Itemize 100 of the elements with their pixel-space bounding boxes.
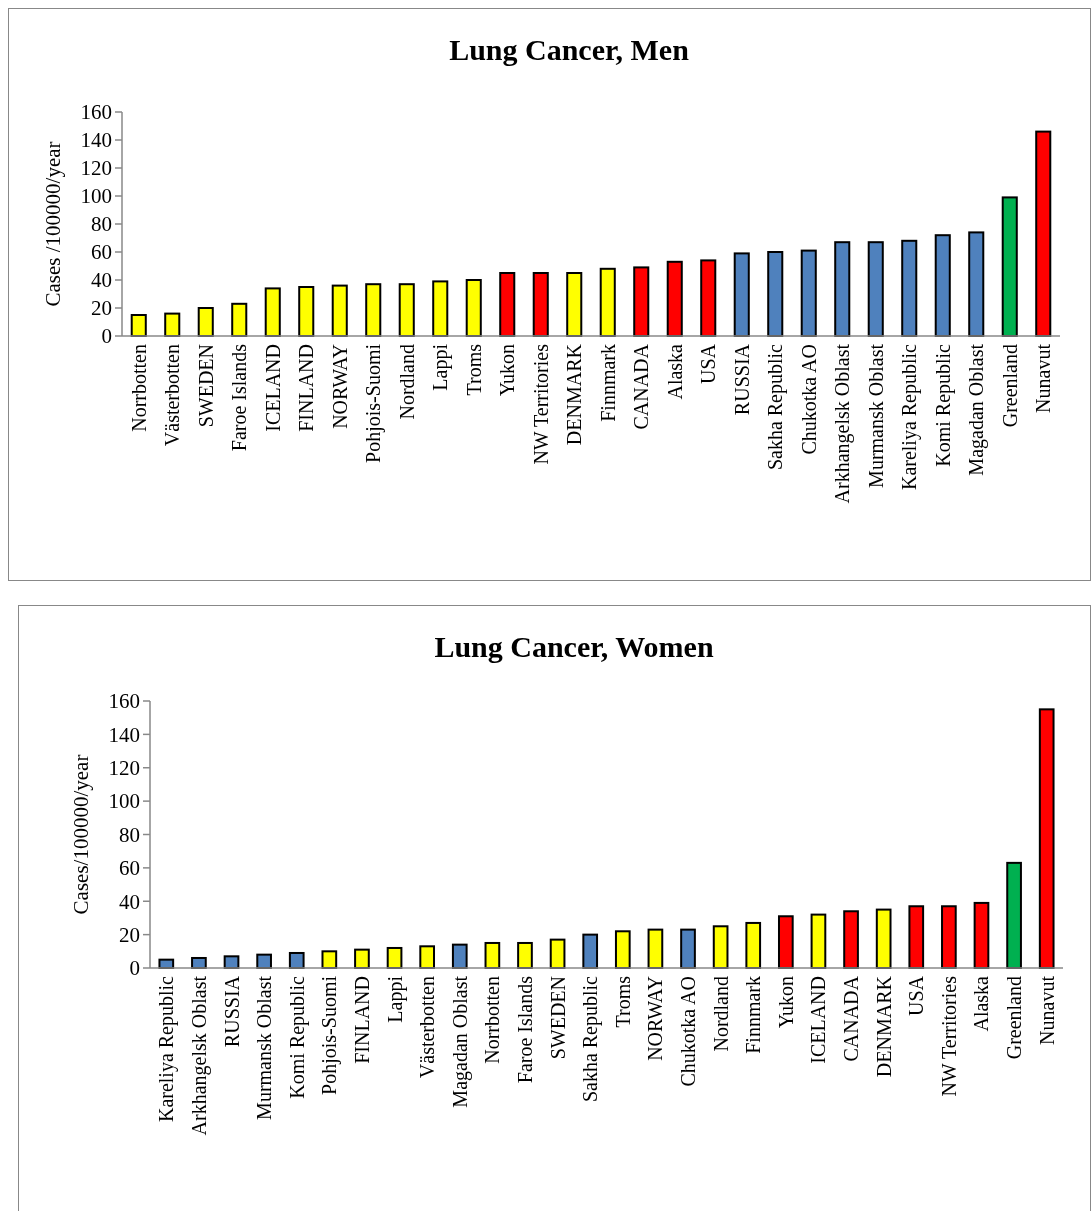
x-tick-label: Chukotka AO bbox=[677, 976, 700, 1087]
y-tick-label: 40 bbox=[91, 268, 112, 293]
bar bbox=[231, 302, 248, 337]
x-tick-label: RUSSIA bbox=[730, 343, 753, 416]
bar bbox=[941, 905, 957, 969]
x-tick-label: Norrbotten bbox=[127, 344, 150, 432]
x-tick-label: DENMARK bbox=[563, 343, 586, 446]
bar bbox=[432, 280, 449, 337]
bar bbox=[875, 908, 892, 969]
bar bbox=[532, 272, 549, 337]
y-tick-label: 20 bbox=[119, 922, 140, 947]
x-tick-label: Nunavut bbox=[1035, 975, 1058, 1045]
bar bbox=[633, 266, 650, 337]
bar bbox=[264, 287, 281, 337]
x-tick-label: Troms bbox=[611, 975, 634, 1028]
bar bbox=[1006, 861, 1022, 969]
y-tick-label: 40 bbox=[119, 889, 140, 914]
bar bbox=[666, 260, 683, 337]
x-tick-label: Yukon bbox=[496, 344, 519, 397]
y-tick-label: 100 bbox=[108, 789, 140, 814]
y-axis-title: Cases /100000/year bbox=[41, 141, 65, 307]
bar bbox=[745, 921, 762, 969]
bar bbox=[566, 272, 583, 337]
bar bbox=[680, 928, 696, 969]
x-tick-label: Greenland bbox=[1003, 976, 1026, 1060]
x-tick-label: FINLAND bbox=[295, 344, 318, 432]
x-tick-label: USA bbox=[905, 975, 928, 1017]
x-tick-label: Magadan Oblast bbox=[448, 975, 472, 1108]
bar bbox=[288, 951, 305, 969]
x-tick-label: Faroe Islands bbox=[513, 975, 536, 1084]
x-tick-label: Troms bbox=[462, 343, 485, 396]
bar bbox=[365, 283, 382, 337]
y-tick-label: 60 bbox=[91, 240, 112, 265]
x-tick-label: Arkhangelsk Oblast bbox=[187, 975, 211, 1136]
x-tick-label: DENMARK bbox=[872, 975, 895, 1078]
x-tick-label: Lappi bbox=[429, 343, 453, 391]
x-tick-label: SWEDEN bbox=[194, 344, 217, 428]
x-tick-label: Komi Republic bbox=[285, 975, 309, 1099]
x-tick-label: Norrbotten bbox=[481, 976, 504, 1064]
bar bbox=[1035, 130, 1052, 337]
bar bbox=[834, 241, 851, 337]
bar bbox=[973, 901, 990, 969]
x-tick-label: CANADA bbox=[630, 343, 653, 430]
x-tick-label: Faroe Islands bbox=[228, 343, 251, 452]
bar bbox=[700, 259, 717, 337]
bar bbox=[867, 241, 884, 337]
x-tick-label: Murmansk Oblast bbox=[864, 343, 887, 488]
x-tick-label: NW Territories bbox=[529, 343, 552, 465]
bar bbox=[451, 943, 468, 969]
bar bbox=[354, 948, 370, 969]
bar bbox=[599, 267, 616, 337]
bar bbox=[164, 312, 181, 337]
y-tick-label: 60 bbox=[119, 856, 140, 881]
x-tick-label: Kareliya Republic bbox=[898, 343, 922, 491]
x-tick-label: Finnmark bbox=[742, 976, 765, 1054]
x-tick-label: Alaska bbox=[970, 975, 993, 1032]
y-tick-label: 160 bbox=[80, 100, 112, 125]
bar bbox=[810, 913, 827, 969]
x-tick-label: Yukon bbox=[774, 976, 797, 1029]
y-tick-label: 140 bbox=[80, 128, 112, 153]
x-tick-label: Nunavut bbox=[1032, 343, 1055, 413]
y-tick-label: 100 bbox=[80, 184, 112, 209]
chart-title: Lung Cancer, Women bbox=[434, 630, 714, 663]
y-tick-label: 140 bbox=[108, 722, 140, 747]
x-tick-label: Murmansk Oblast bbox=[253, 975, 276, 1120]
x-tick-label: Nordland bbox=[395, 344, 418, 420]
x-tick-label: FINLAND bbox=[350, 976, 373, 1064]
x-tick-label: Arkhangelsk Oblast bbox=[831, 343, 855, 504]
x-tick-label: Greenland bbox=[998, 344, 1021, 428]
x-tick-label: Magadan Oblast bbox=[965, 343, 989, 476]
x-tick-label: Chukotka AO bbox=[797, 344, 820, 455]
bar bbox=[398, 283, 415, 337]
bar bbox=[130, 314, 147, 337]
x-tick-label: Sakha Republic bbox=[579, 975, 603, 1103]
bar bbox=[901, 239, 918, 337]
bar bbox=[419, 945, 436, 969]
bar bbox=[321, 950, 338, 969]
x-tick-label: ICELAND bbox=[261, 344, 284, 432]
bar bbox=[800, 249, 817, 337]
bar bbox=[934, 234, 951, 337]
bar bbox=[968, 231, 985, 337]
x-tick-label: Sakha Republic bbox=[764, 343, 788, 471]
bar bbox=[517, 941, 533, 969]
x-tick-label: CANADA bbox=[840, 975, 863, 1062]
x-tick-label: Pohjois-Suomi bbox=[362, 343, 386, 463]
bar bbox=[582, 933, 599, 969]
x-tick-label: ICELAND bbox=[807, 976, 830, 1064]
x-tick-label: Nordland bbox=[709, 976, 732, 1052]
chart-title: Lung Cancer, Men bbox=[449, 33, 690, 66]
bar bbox=[647, 928, 664, 969]
x-tick-label: Kareliya Republic bbox=[155, 975, 179, 1123]
x-tick-label: Finnmark bbox=[596, 344, 619, 422]
x-tick-label: NORWAY bbox=[328, 344, 351, 429]
bar bbox=[777, 915, 794, 969]
x-tick-label: USA bbox=[697, 343, 720, 385]
y-tick-label: 80 bbox=[119, 822, 140, 847]
x-tick-label: Komi Republic bbox=[931, 343, 955, 467]
y-tick-label: 120 bbox=[108, 756, 140, 781]
x-tick-label: NORWAY bbox=[644, 976, 667, 1061]
bar bbox=[908, 905, 925, 969]
